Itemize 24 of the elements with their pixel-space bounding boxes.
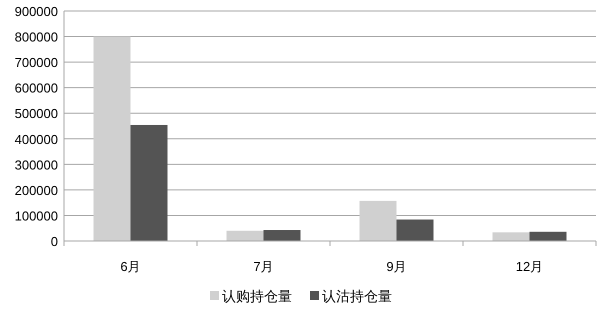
y-tick-label: 600000 xyxy=(14,80,58,96)
y-tick-label: 0 xyxy=(50,234,58,249)
bar xyxy=(94,36,130,241)
bar xyxy=(360,200,396,241)
bar xyxy=(130,124,168,241)
bar xyxy=(264,230,300,241)
x-tick-label: 9月 xyxy=(386,259,407,274)
bar xyxy=(226,230,264,241)
y-tick-label: 900000 xyxy=(14,4,58,19)
bar xyxy=(492,232,530,241)
y-tick-label: 400000 xyxy=(14,132,58,147)
bar xyxy=(530,232,566,241)
x-tick-label: 12月 xyxy=(516,259,544,274)
x-tick-label: 6月 xyxy=(120,259,141,274)
y-tick-label: 800000 xyxy=(14,30,58,45)
y-tick-label: 700000 xyxy=(14,55,58,70)
bar xyxy=(396,220,434,241)
legend-label: 认购持仓量 xyxy=(222,288,292,304)
x-tick-label: 7月 xyxy=(253,259,274,274)
y-tick-label: 100000 xyxy=(14,208,58,224)
y-tick-label: 200000 xyxy=(14,182,58,198)
y-tick-label: 300000 xyxy=(14,157,58,172)
y-tick-label: 500000 xyxy=(14,106,58,122)
legend-label: 认沽持仓量 xyxy=(322,288,392,304)
